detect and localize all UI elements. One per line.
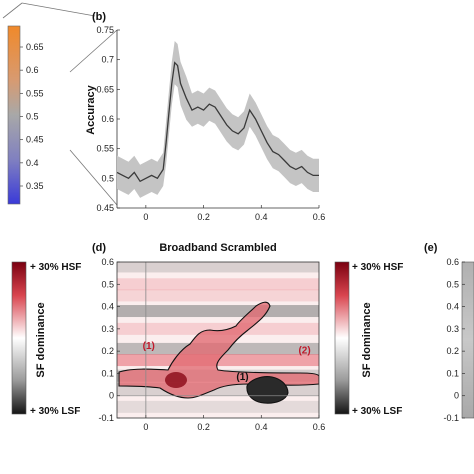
sf-colorbar-left-gradient — [11, 261, 27, 415]
left-colorbar-ticks: 0.65 0.6 0.55 0.5 0.45 0.4 0.35 — [20, 42, 44, 191]
sf-colorbar-right-gradient — [334, 261, 350, 415]
panel-e-ytick-label: 0.3 — [446, 324, 459, 334]
panel-b-ytick-label: 0.75 — [96, 25, 114, 35]
sf-colorbar-left-bottom-label: + 30% LSF — [30, 406, 80, 417]
panel-b-xtick-label: 0.6 — [313, 212, 326, 222]
panel-d-xtick-label: 0.6 — [313, 422, 326, 432]
region-peak-spot — [165, 372, 187, 388]
region-label: (2) — [298, 345, 310, 356]
sf-colorbar-left-title: SF dominance — [35, 302, 47, 377]
panel-e-ytick-label: 0.4 — [446, 302, 459, 312]
accuracy-line — [116, 61, 319, 183]
heatmap-band — [117, 322, 319, 335]
zoom-connector-lines — [2, 2, 118, 206]
left-colorbar-tick-label: 0.4 — [26, 158, 39, 168]
panel-b-xtick-label: 0.4 — [255, 212, 268, 222]
panel-e-ytick-label: 0.1 — [446, 368, 459, 378]
panel-d-ytick-label: 0.3 — [101, 324, 114, 334]
panel-d-ytick-label: 0.1 — [101, 368, 114, 378]
left-colorbar-gradient — [7, 25, 21, 205]
panel-b-ytick-label: 0.6 — [101, 114, 114, 124]
panel-b-ytick-label: 0.45 — [96, 203, 114, 213]
panel-b-label: (b) — [92, 11, 106, 23]
left-colorbar: 0.65 0.6 0.55 0.5 0.45 0.4 0.35 — [7, 25, 44, 205]
panel-b-accuracy-plot: (b) 0 0.2 0.4 0.60.450.50.550.60.650.70.75 … — [85, 11, 325, 222]
panel-d-ytick-label: 0.6 — [101, 257, 114, 267]
left-colorbar-tick-label: 0.65 — [26, 42, 44, 52]
panel-d-axes: 0 0.2 0.4 0.6 0.6 0.5 0.4 0.3 0.2 0.1 0 -0.1 — [98, 257, 325, 432]
panel-b-ytick-label: 0.5 — [101, 173, 114, 183]
panel-e-ytick-label: 0.5 — [446, 279, 459, 289]
panel-e-ytick-label: -0.1 — [443, 413, 459, 423]
panel-e-heatmap-edge — [461, 261, 474, 419]
left-colorbar-tick-label: 0.35 — [26, 181, 44, 191]
significant-region-lsf — [246, 376, 289, 404]
region-label: (1) — [143, 341, 155, 352]
panel-b-ytick-label: 0.55 — [96, 144, 114, 154]
panel-e-yaxis: 0.6 0.5 0.4 0.3 0.2 0.1 0 -0.1 — [443, 257, 465, 423]
panel-e-ytick-label: 0.6 — [446, 257, 459, 267]
panel-d-heatmap: (d) Broadband Scrambled + 30% HSF + 30% … — [11, 242, 403, 432]
panel-e-ytick-label: 0.2 — [446, 346, 459, 356]
panel-e-ytick-label: 0 — [454, 391, 459, 401]
sf-colorbar-left-top-label: + 30% HSF — [30, 262, 81, 273]
panel-b-xtick-label: 0.2 — [197, 212, 210, 222]
panel-b-ytick-label: 0.65 — [96, 84, 114, 94]
panel-b-xtick-label: 0 — [143, 212, 148, 222]
heatmap-band — [117, 278, 319, 291]
heatmap-band — [117, 305, 319, 318]
left-colorbar-tick-label: 0.45 — [26, 135, 44, 145]
accuracy-confidence-band — [117, 41, 319, 198]
panel-d-label: (d) — [92, 242, 106, 254]
panel-e-partial: (e) 0.6 0.5 0.4 0.3 0.2 0.1 0 -0.1 — [424, 242, 474, 423]
panel-b-ylabel: Accuracy — [85, 84, 97, 134]
left-colorbar-tick-label: 0.5 — [26, 112, 39, 122]
panel-b-ytick-label: 0.7 — [101, 55, 114, 65]
panel-d-ytick-label: 0.4 — [101, 302, 114, 312]
sf-colorbar-right-top-label: + 30% HSF — [352, 262, 403, 273]
region-labels: (1) (2) (1) — [143, 341, 311, 383]
heatmap-band — [117, 262, 319, 273]
sf-colorbar-right-bottom-label: + 30% LSF — [352, 406, 402, 417]
panel-d-ytick-label: 0.2 — [101, 346, 114, 356]
panel-d-ytick-label: 0 — [109, 391, 114, 401]
left-colorbar-tick-label: 0.6 — [26, 65, 39, 75]
panel-d-xtick-label: 0.4 — [255, 422, 268, 432]
panel-d-ytick-label: 0.5 — [101, 279, 114, 289]
panel-d-xtick-label: 0.2 — [197, 422, 210, 432]
panel-d-xtick-label: 0 — [143, 422, 148, 432]
panel-d-title: Broadband Scrambled — [159, 242, 276, 254]
region-label: (1) — [236, 372, 248, 383]
heatmap-band — [117, 400, 319, 413]
heatmap-band — [117, 289, 319, 302]
panel-d-ytick-label: -0.1 — [98, 413, 114, 423]
left-colorbar-tick-label: 0.55 — [26, 88, 44, 98]
sf-colorbar-right-title: SF dominance — [361, 302, 373, 377]
heatmap-body — [117, 262, 319, 418]
heatmap-frame — [116, 261, 320, 419]
panel-e-label: (e) — [424, 242, 438, 254]
